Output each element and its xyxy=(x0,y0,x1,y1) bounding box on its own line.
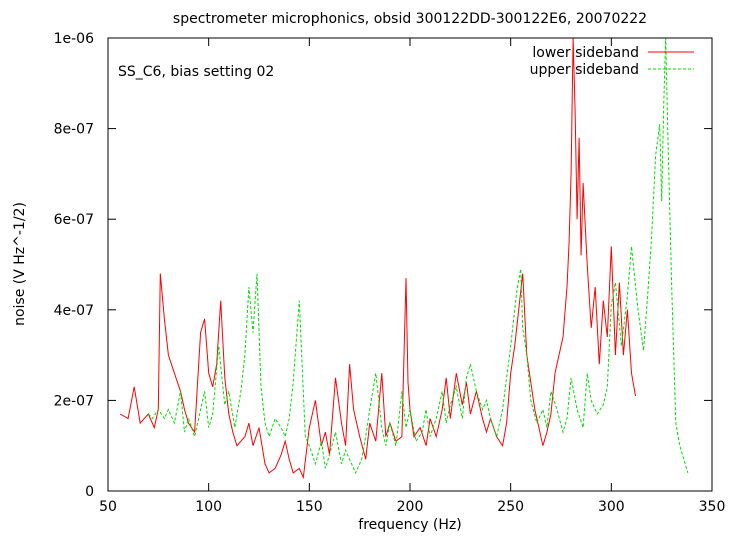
x-tick-label: 250 xyxy=(497,499,524,515)
y-tick-label: 4e-07 xyxy=(54,303,94,319)
x-tick-label: 100 xyxy=(195,499,222,515)
series-line-lower-sideband xyxy=(119,38,636,480)
x-tick-label: 200 xyxy=(397,499,424,515)
y-axis-label: noise (V Hz^-1/2) xyxy=(12,202,28,326)
chart-annotation: SS_C6, bias setting 02 xyxy=(118,64,274,80)
series-line-upper-sideband xyxy=(147,38,689,475)
x-tick-label: 300 xyxy=(598,499,625,515)
x-axis-label: frequency (Hz) xyxy=(358,517,461,533)
x-tick-label: 50 xyxy=(99,499,117,515)
y-tick-label: 0 xyxy=(85,484,94,500)
x-tick-label: 350 xyxy=(699,499,726,515)
chart-title: spectrometer microphonics, obsid 300122D… xyxy=(173,11,647,27)
plot-frame xyxy=(107,37,713,492)
plot-series xyxy=(119,38,689,480)
x-tick-label: 150 xyxy=(296,499,323,515)
legend-label: upper sideband xyxy=(530,62,639,78)
y-tick-label: 6e-07 xyxy=(54,212,94,228)
y-tick-label: 2e-07 xyxy=(54,393,94,409)
y-tick-label: 8e-07 xyxy=(54,122,94,138)
y-tick-label: 1e-06 xyxy=(54,31,94,47)
axis-ticks: 50 100 150 200 250 300 350 0 2e-07 4e-07 6e-07 8e-0… xyxy=(54,31,726,515)
legend-label: lower sideband xyxy=(532,45,639,61)
